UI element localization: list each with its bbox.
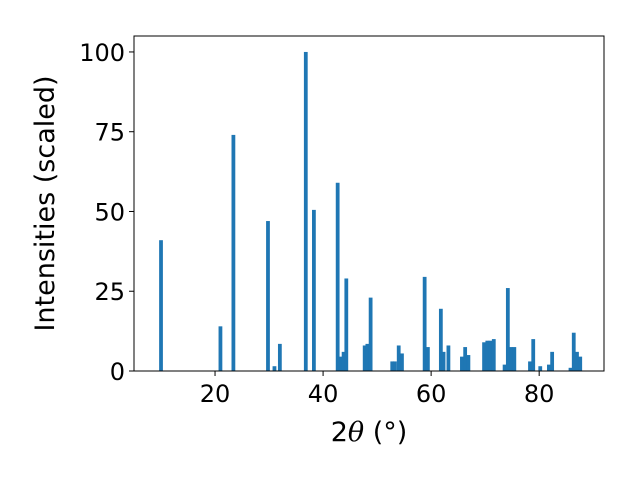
bar: [491, 339, 496, 371]
bar: [482, 342, 486, 371]
y-tick-label: 25: [94, 278, 125, 306]
bar: [303, 51, 308, 371]
bar: [390, 361, 395, 371]
bar: [441, 351, 446, 371]
bar: [425, 347, 430, 371]
bar: [460, 356, 464, 371]
bar: [531, 339, 536, 371]
y-tick-label: 50: [94, 198, 125, 226]
bar: [400, 353, 404, 371]
bar: [344, 278, 349, 371]
bar: [368, 297, 373, 371]
bar: [512, 347, 517, 371]
bar: [341, 351, 346, 371]
bar: [362, 345, 367, 371]
x-tick-label: 60: [416, 380, 447, 408]
y-axis-label: Intensities (scaled): [30, 75, 61, 331]
bar: [502, 364, 507, 371]
plot-frame: [133, 35, 605, 372]
bar: [339, 356, 343, 371]
bar: [571, 332, 576, 371]
y-axis-ticks: 0 25 50 75 100: [79, 39, 134, 386]
bar: [550, 351, 555, 371]
bar: [365, 343, 370, 371]
bar: [575, 351, 579, 371]
y-tick-label: 100: [79, 39, 125, 67]
x-axis-label: 2θ (°): [331, 417, 408, 448]
bar: [396, 345, 401, 371]
bar: [568, 367, 573, 371]
bar: [277, 343, 282, 371]
bar: [463, 347, 468, 371]
bar: [485, 340, 490, 371]
bar: [438, 308, 443, 371]
bar: [466, 355, 471, 371]
y-tick-label: 0: [110, 358, 125, 386]
y-tick-label: 75: [94, 119, 125, 147]
bar: [488, 340, 493, 371]
bar: [231, 134, 236, 371]
x-tick-label: 40: [308, 380, 339, 408]
x-axis-ticks: 20 40 60 80: [200, 371, 555, 408]
bar: [446, 345, 451, 371]
bar: [393, 361, 397, 371]
bar: [505, 288, 510, 371]
bar: [335, 182, 340, 371]
bar: [272, 366, 277, 371]
bar: [538, 366, 543, 371]
x-tick-label: 80: [524, 380, 555, 408]
bar: [266, 221, 270, 371]
bar: [528, 361, 532, 371]
bar: [159, 240, 163, 371]
bar: [509, 347, 513, 371]
bar: [547, 364, 551, 371]
bar-series: [159, 51, 583, 371]
bar: [422, 276, 427, 371]
bar: [312, 209, 316, 371]
bar: [578, 356, 583, 371]
bar: [218, 326, 223, 371]
x-tick-label: 20: [200, 380, 231, 408]
